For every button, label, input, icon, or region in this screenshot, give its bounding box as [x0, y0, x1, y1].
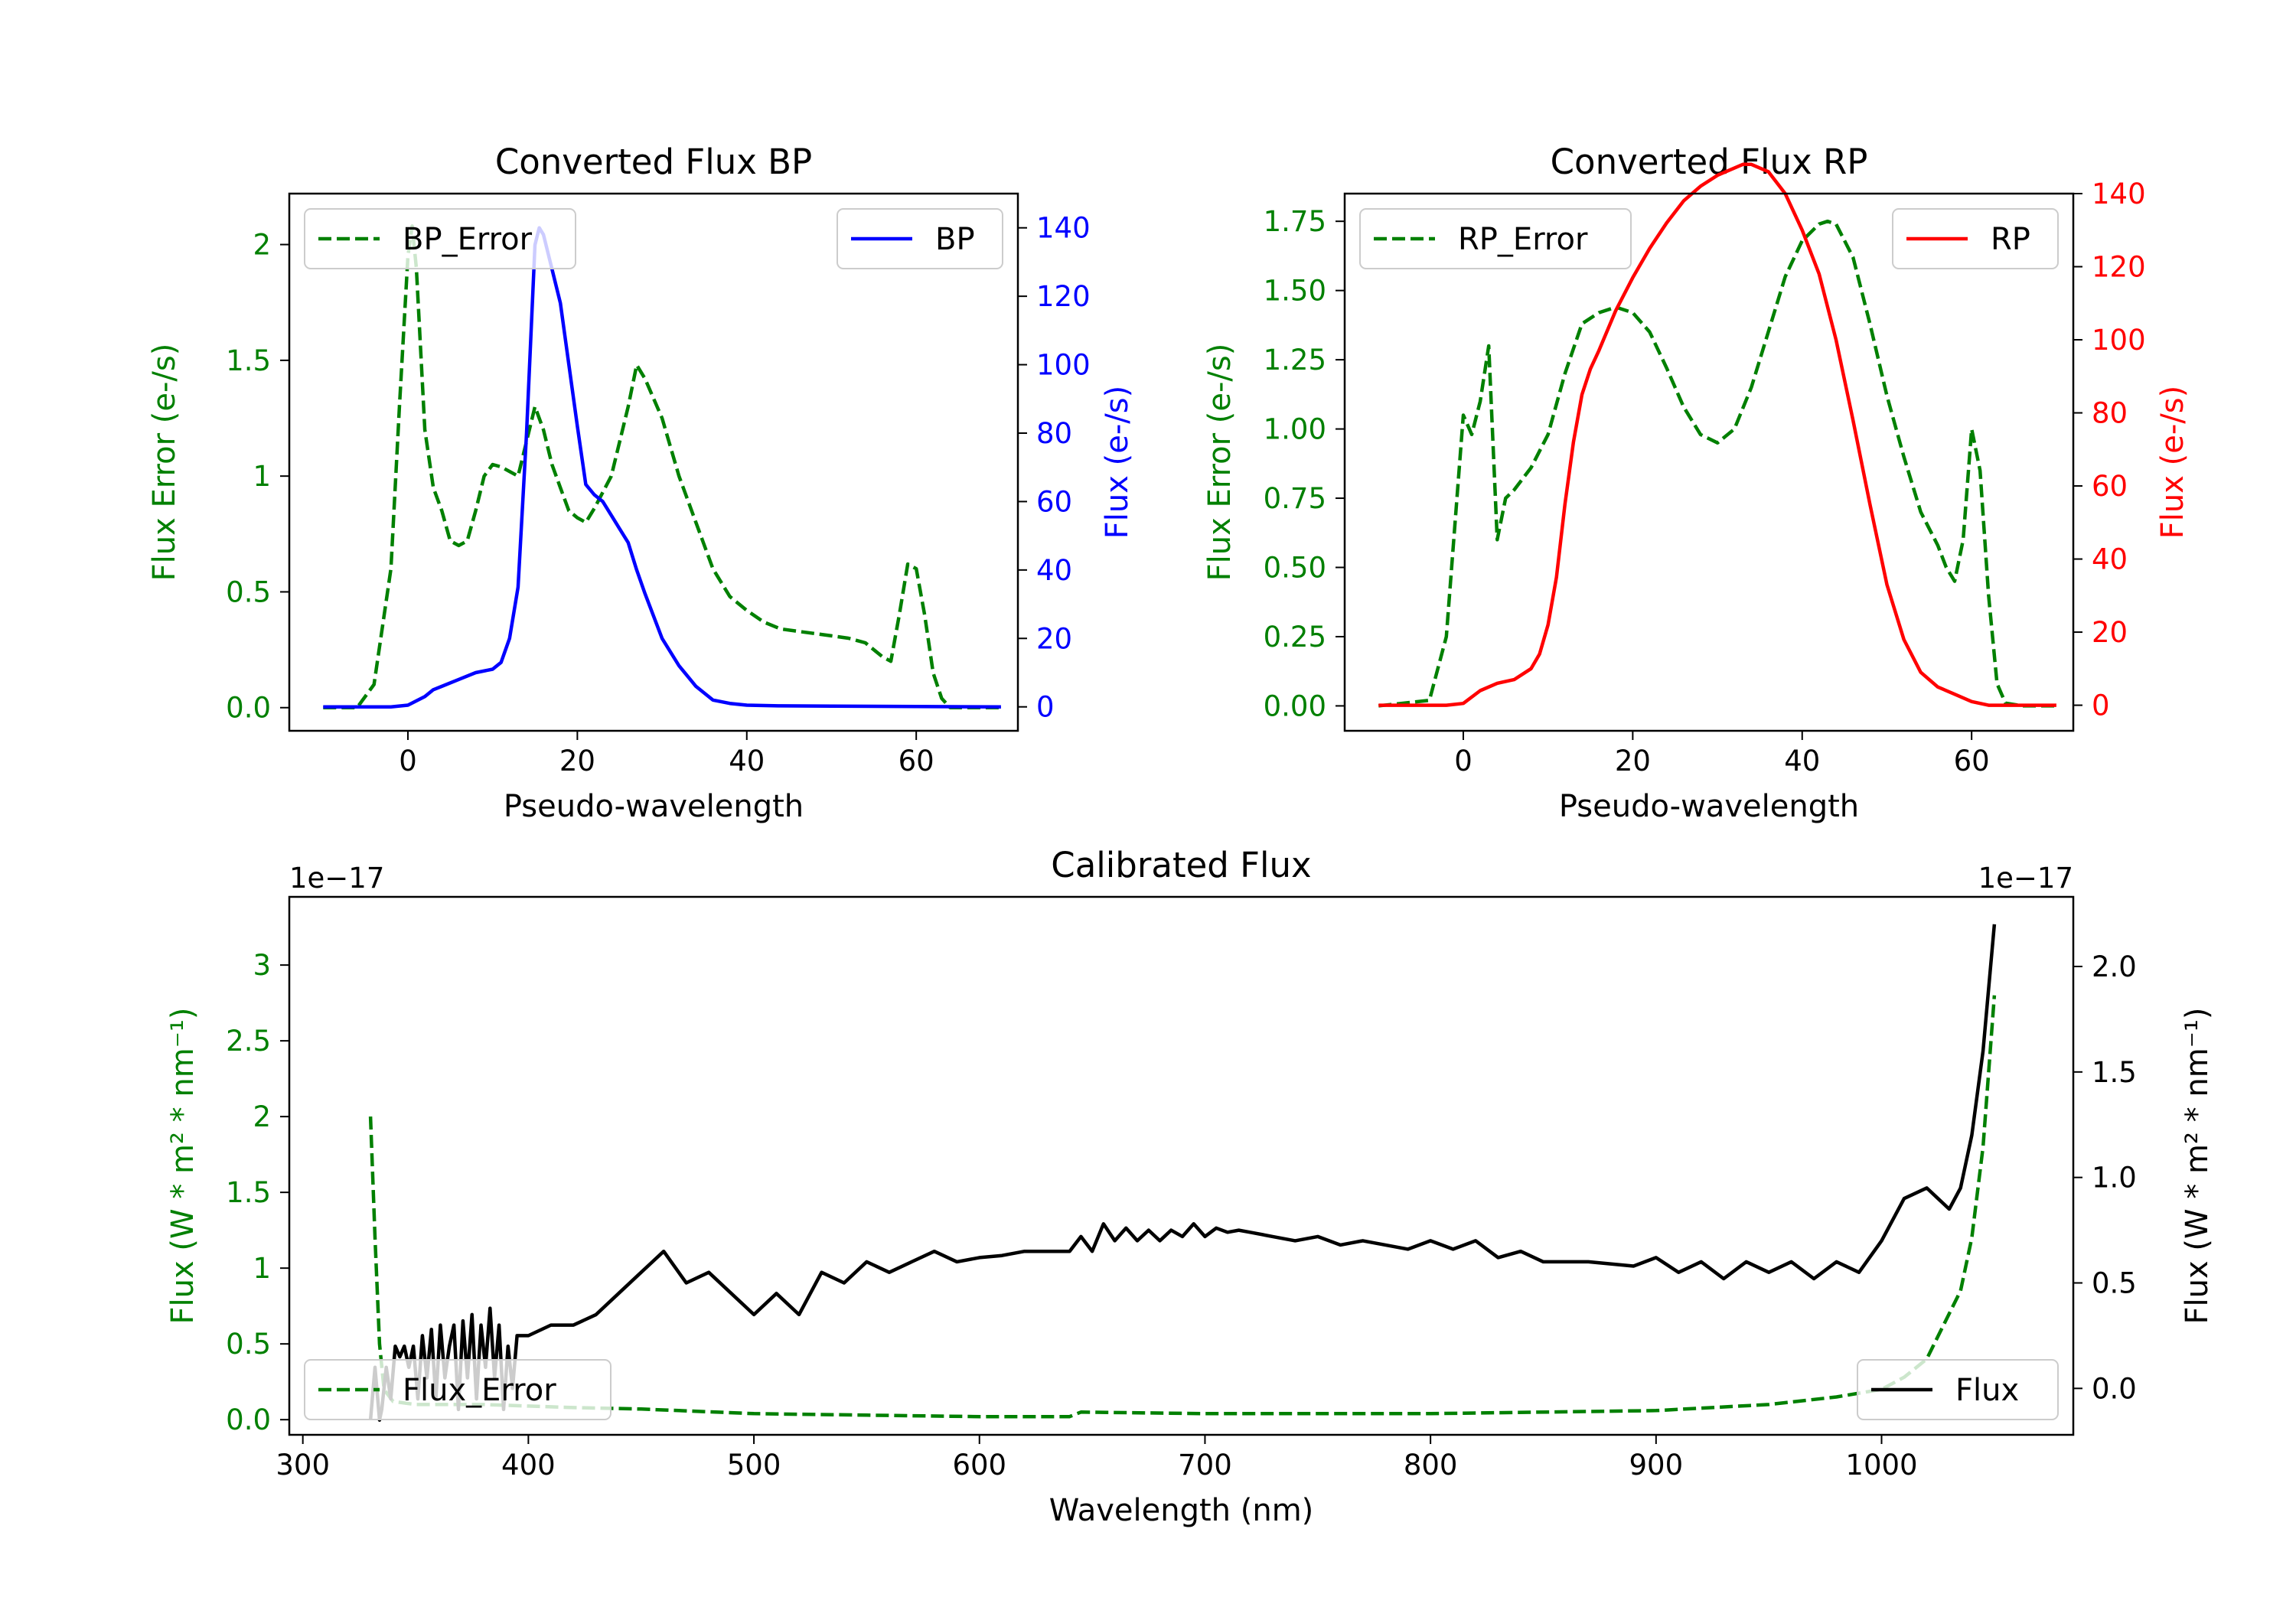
chart-panel-2: Converted Flux RP 0 20 40 60 0.00 0.25 0.50 0.75…: [1202, 142, 2190, 824]
y-left-tick-label: 0.50: [1264, 552, 1326, 585]
legend-label: Flux_Error: [403, 1373, 556, 1408]
y-left-tick-label: 1.75: [1264, 205, 1326, 238]
y-left-tick-label: 2: [253, 1100, 271, 1133]
legend-rp: RP: [1892, 208, 2059, 269]
chart-title: Calibrated Flux: [1051, 845, 1311, 885]
y-left-tick-label: 0.0: [226, 692, 271, 725]
x-tick-label: 0: [1454, 745, 1473, 777]
x-axis-label: Pseudo-wavelength: [1559, 789, 1859, 824]
y-right-tick-label: 100: [2092, 324, 2146, 357]
y-left-axis-label: Flux Error (e-/s): [1202, 344, 1238, 582]
x-tick-label: 1000: [1845, 1449, 1917, 1482]
series-line-bp: [323, 226, 1001, 709]
chart-panel-3: Calibrated Flux 300 400 500 600 700 800 900 1000…: [165, 845, 2215, 1528]
y-right-tick-label: 2.0: [2092, 950, 2137, 983]
series-line-flux: [368, 924, 1997, 1422]
x-tick-label: 40: [729, 745, 765, 777]
x-tick-label: 60: [1954, 745, 1990, 777]
y-right-tick-label: 1.5: [2092, 1056, 2137, 1089]
x-tick-label: 400: [501, 1449, 556, 1482]
chart-title: Converted Flux BP: [495, 142, 812, 182]
chart-panel-1: Converted Flux BP0 20 40 600.00.511.5202040…: [147, 142, 1135, 824]
y-left-tick-label: 0.25: [1264, 621, 1326, 654]
legend-bp: BP: [837, 208, 1003, 269]
y-right-tick-label: 120: [1036, 280, 1091, 313]
y-right-tick-label: 40: [2092, 543, 2128, 576]
y-right-tick-label: 0.5: [2092, 1267, 2137, 1300]
y-left-tick-label: 1.25: [1264, 344, 1326, 376]
legend-label: RP_Error: [1458, 222, 1588, 257]
y-left-axis-label: Flux (W * m² * nm⁻¹): [165, 1008, 201, 1325]
legend-label: BP: [935, 222, 975, 257]
x-tick-label: 700: [1178, 1449, 1232, 1482]
y-left-tick-label: 0.75: [1264, 482, 1326, 515]
legend-label: BP_Error: [403, 222, 533, 257]
legend-label: Flux: [1955, 1373, 2019, 1408]
y-right-tick-label: 0: [2092, 689, 2110, 722]
y-right-tick-label: 80: [2092, 397, 2128, 430]
x-tick-label: 800: [1404, 1449, 1458, 1482]
y-right-tick-label: 120: [2092, 251, 2146, 284]
y-right-tick-label: 140: [2092, 178, 2146, 210]
y-right-tick-label: 1.0: [2092, 1162, 2137, 1195]
y-right-tick-label: 20: [1036, 622, 1072, 655]
y-right-tick-label: 100: [1036, 349, 1091, 382]
y-left-tick-label: 2: [253, 229, 271, 262]
legend-label: RP: [1991, 222, 2030, 257]
plot-frame: [1343, 192, 2075, 732]
x-tick-label: 600: [952, 1449, 1006, 1482]
plot-frame: [288, 192, 1019, 732]
y-left-tick-label: 1.5: [226, 1176, 271, 1209]
y-right-tick-label: 0: [1036, 691, 1055, 724]
series-line-rp: [1378, 162, 2056, 707]
y-right-tick-label: 60: [1036, 485, 1072, 518]
y-left-offset-label: 1e−17: [289, 862, 384, 895]
x-tick-label: 60: [899, 745, 934, 777]
y-left-tick-label: 0.00: [1264, 689, 1326, 722]
x-tick-label: 20: [1615, 745, 1651, 777]
y-left-tick-label: 2.5: [226, 1025, 271, 1058]
series-line-flux-error: [368, 995, 1997, 1419]
y-left-tick-label: 3: [253, 949, 271, 982]
legend-flux: Flux: [1857, 1359, 2059, 1420]
y-left-tick-label: 1.5: [226, 344, 271, 377]
x-axis-label: Pseudo-wavelength: [504, 789, 804, 824]
y-right-tick-label: 20: [2092, 616, 2128, 649]
y-left-tick-label: 0.5: [226, 1328, 271, 1361]
y-left-tick-label: 1: [253, 460, 271, 493]
y-right-tick-label: 140: [1036, 212, 1091, 245]
x-tick-label: 20: [559, 745, 595, 777]
legend-flux-error: Flux_Error: [304, 1359, 612, 1420]
x-axis-label: Wavelength (nm): [1049, 1493, 1314, 1528]
y-right-tick-label: 40: [1036, 554, 1072, 587]
y-left-tick-label: 1.50: [1264, 275, 1326, 308]
y-right-tick-label: 80: [1036, 417, 1072, 450]
plot-frame: [288, 895, 2075, 1436]
series-line-bp-error: [323, 224, 1001, 709]
legend-rp-error: RP_Error: [1359, 208, 1632, 269]
x-tick-label: 500: [727, 1449, 781, 1482]
y-left-tick-label: 1.00: [1264, 413, 1326, 446]
x-tick-label: 300: [276, 1449, 330, 1482]
y-left-tick-label: 0.5: [226, 575, 271, 608]
y-right-axis-label: Flux (e-/s): [1100, 386, 1135, 539]
x-tick-label: 40: [1784, 745, 1820, 777]
y-left-axis-label: Flux Error (e-/s): [147, 344, 182, 582]
y-right-offset-label: 1e−17: [1978, 862, 2073, 895]
x-tick-label: 0: [399, 745, 417, 777]
y-right-tick-label: 0.0: [2092, 1372, 2137, 1405]
y-left-tick-label: 1: [253, 1252, 271, 1285]
x-tick-label: 900: [1629, 1449, 1684, 1482]
y-left-tick-label: 0.0: [226, 1403, 271, 1436]
legend-bp-error: BP_Error: [304, 208, 576, 269]
y-right-tick-label: 60: [2092, 470, 2128, 503]
y-right-axis-label: Flux (e-/s): [2155, 386, 2190, 539]
chart-title: Converted Flux RP: [1551, 142, 1868, 182]
y-right-axis-label: Flux (W * m² * nm⁻¹): [2180, 1008, 2215, 1325]
series-line-rp-error: [1378, 219, 2056, 708]
